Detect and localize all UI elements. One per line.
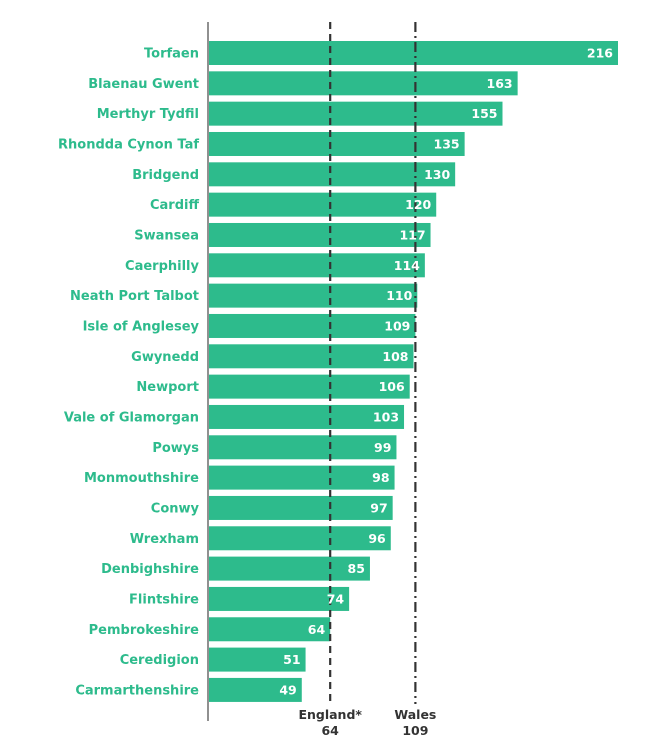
- category-label: Rhondda Cynon Taf: [58, 137, 199, 152]
- value-label: 98: [372, 470, 389, 485]
- value-label: 216: [587, 46, 613, 61]
- value-label: 64: [308, 622, 326, 637]
- bar-powys: [209, 435, 397, 460]
- bar-ceredigion: [209, 647, 306, 672]
- bar-pembrokeshire: [209, 617, 331, 642]
- value-label: 85: [348, 561, 365, 576]
- value-label: 49: [279, 682, 296, 697]
- bar-neath-port-talbot: [209, 283, 418, 308]
- bar-merthyr-tydfil: [209, 101, 503, 126]
- category-label: Wrexham: [130, 532, 199, 547]
- category-label: Flintshire: [129, 592, 199, 607]
- value-label: 74: [327, 591, 345, 606]
- reference-line-name: Wales: [394, 707, 436, 722]
- bar-gwynedd: [209, 344, 414, 369]
- bar-isle-of-anglesey: [209, 313, 416, 338]
- value-label: 109: [384, 318, 410, 333]
- bar-denbighshire: [209, 556, 370, 581]
- value-label: 117: [399, 227, 425, 242]
- category-label: Gwynedd: [131, 350, 199, 365]
- value-label: 51: [283, 652, 300, 667]
- category-label: Neath Port Talbot: [70, 289, 199, 304]
- bar-swansea: [209, 222, 431, 247]
- bar-rhondda-cynon-taf: [209, 131, 465, 156]
- bar-wrexham: [209, 526, 391, 551]
- bar-bridgend: [209, 162, 456, 187]
- value-label: 120: [405, 197, 431, 212]
- value-label: 103: [373, 409, 399, 424]
- value-label: 97: [370, 500, 387, 515]
- category-label: Swansea: [134, 228, 199, 243]
- labels-layer: Torfaen 216 Blaenau Gwent 163 Merthyr Tydfil…: [58, 46, 613, 739]
- category-label: Bridgend: [132, 168, 199, 183]
- value-label: 96: [368, 531, 386, 546]
- value-label: 108: [382, 349, 408, 364]
- category-label: Caerphilly: [125, 259, 199, 274]
- category-label: Powys: [152, 441, 199, 456]
- value-label: 110: [386, 288, 412, 303]
- category-label: Blaenau Gwent: [88, 77, 199, 92]
- value-label: 106: [379, 379, 405, 394]
- bar-vale-of-glamorgan: [209, 404, 405, 429]
- category-label: Ceredigion: [120, 653, 199, 668]
- bar-carmarthenshire: [209, 677, 302, 702]
- category-label: Cardiff: [150, 198, 199, 213]
- value-label: 135: [434, 136, 460, 151]
- category-label: Denbighshire: [101, 562, 199, 577]
- bar-caerphilly: [209, 253, 425, 278]
- category-label: Vale of Glamorgan: [64, 410, 199, 425]
- value-label: 155: [471, 106, 497, 121]
- category-label: Merthyr Tydfil: [97, 107, 199, 122]
- bar-newport: [209, 374, 410, 399]
- reference-lines-layer: [329, 22, 417, 704]
- value-label: 99: [374, 440, 391, 455]
- category-label: Pembrokeshire: [89, 623, 200, 638]
- value-label: 163: [487, 76, 513, 91]
- bar-torfaen: [209, 41, 618, 65]
- category-label: Newport: [136, 380, 199, 395]
- reference-line-value: 64: [321, 723, 339, 738]
- value-label: 130: [424, 167, 450, 182]
- bar-monmouthshire: [209, 465, 395, 490]
- reference-line-value: 109: [402, 723, 428, 738]
- category-label: Carmarthenshire: [75, 683, 199, 698]
- category-label: Conwy: [151, 501, 200, 516]
- category-label: Torfaen: [144, 47, 199, 62]
- reference-line-name: England*: [298, 707, 362, 722]
- bar-cardiff: [209, 192, 437, 217]
- category-label: Isle of Anglesey: [83, 319, 200, 334]
- bar-conwy: [209, 495, 393, 520]
- bar-flintshire: [209, 586, 350, 611]
- bars-layer: [209, 41, 618, 702]
- category-label: Monmouthshire: [84, 471, 199, 486]
- bar-blaenau-gwent: [209, 71, 518, 96]
- value-label: 114: [394, 258, 420, 273]
